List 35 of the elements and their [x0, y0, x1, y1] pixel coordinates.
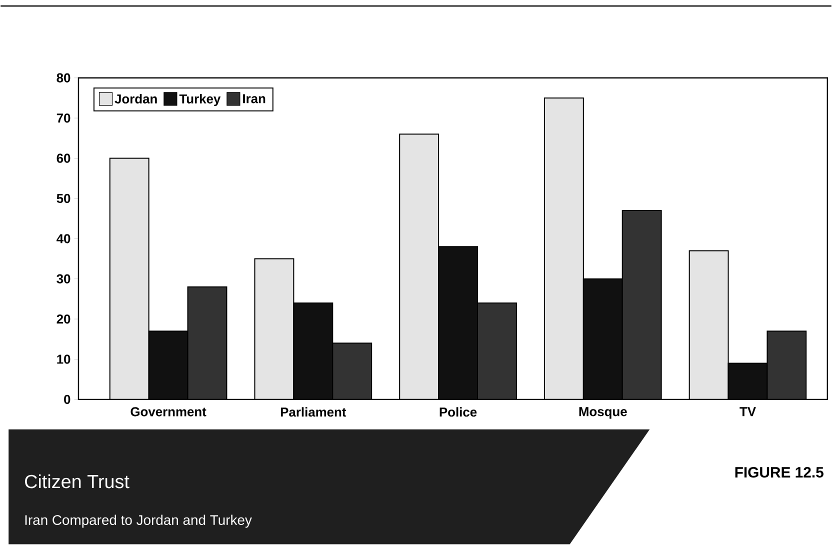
y-tick-label: 60 — [56, 154, 70, 163]
y-tick-label: 80 — [56, 73, 70, 82]
bar — [728, 362, 768, 400]
x-tick-label: Police — [440, 407, 477, 417]
caption: FIGURE 12.5 — [735, 466, 824, 478]
legend-label: Turkey — [179, 94, 221, 106]
y-tick-label: 30 — [56, 274, 70, 284]
bar — [332, 343, 372, 400]
bar — [478, 302, 516, 400]
bar — [148, 330, 188, 400]
y-tick-label: 0 — [64, 394, 70, 404]
bar — [544, 98, 584, 400]
text: Citizen Trust — [25, 474, 130, 488]
legend-label: Iran — [243, 94, 266, 104]
bar — [294, 302, 333, 400]
x-tick-label: Government — [130, 407, 206, 416]
y-tick-label: 50 — [56, 194, 70, 203]
x-tick-label: TV — [740, 407, 756, 416]
y-tick-label: 10 — [57, 354, 70, 364]
bar — [110, 158, 149, 400]
text: Iran Compared to Jordan and Turkey — [25, 514, 252, 528]
bar — [766, 330, 807, 400]
y-tick-label: 20 — [56, 314, 70, 324]
y-tick-label: 40 — [56, 234, 70, 244]
bar — [438, 246, 478, 400]
bar — [583, 278, 622, 400]
bar — [688, 250, 729, 400]
x-tick-label: Parliament — [280, 407, 346, 417]
legend-label: Jordan — [114, 94, 157, 104]
x-tick-label: Mosque — [579, 407, 627, 419]
bar — [254, 258, 294, 400]
bar — [622, 210, 662, 400]
y-tick-label: 70 — [56, 113, 70, 123]
bar — [400, 134, 439, 400]
bar — [188, 286, 227, 400]
